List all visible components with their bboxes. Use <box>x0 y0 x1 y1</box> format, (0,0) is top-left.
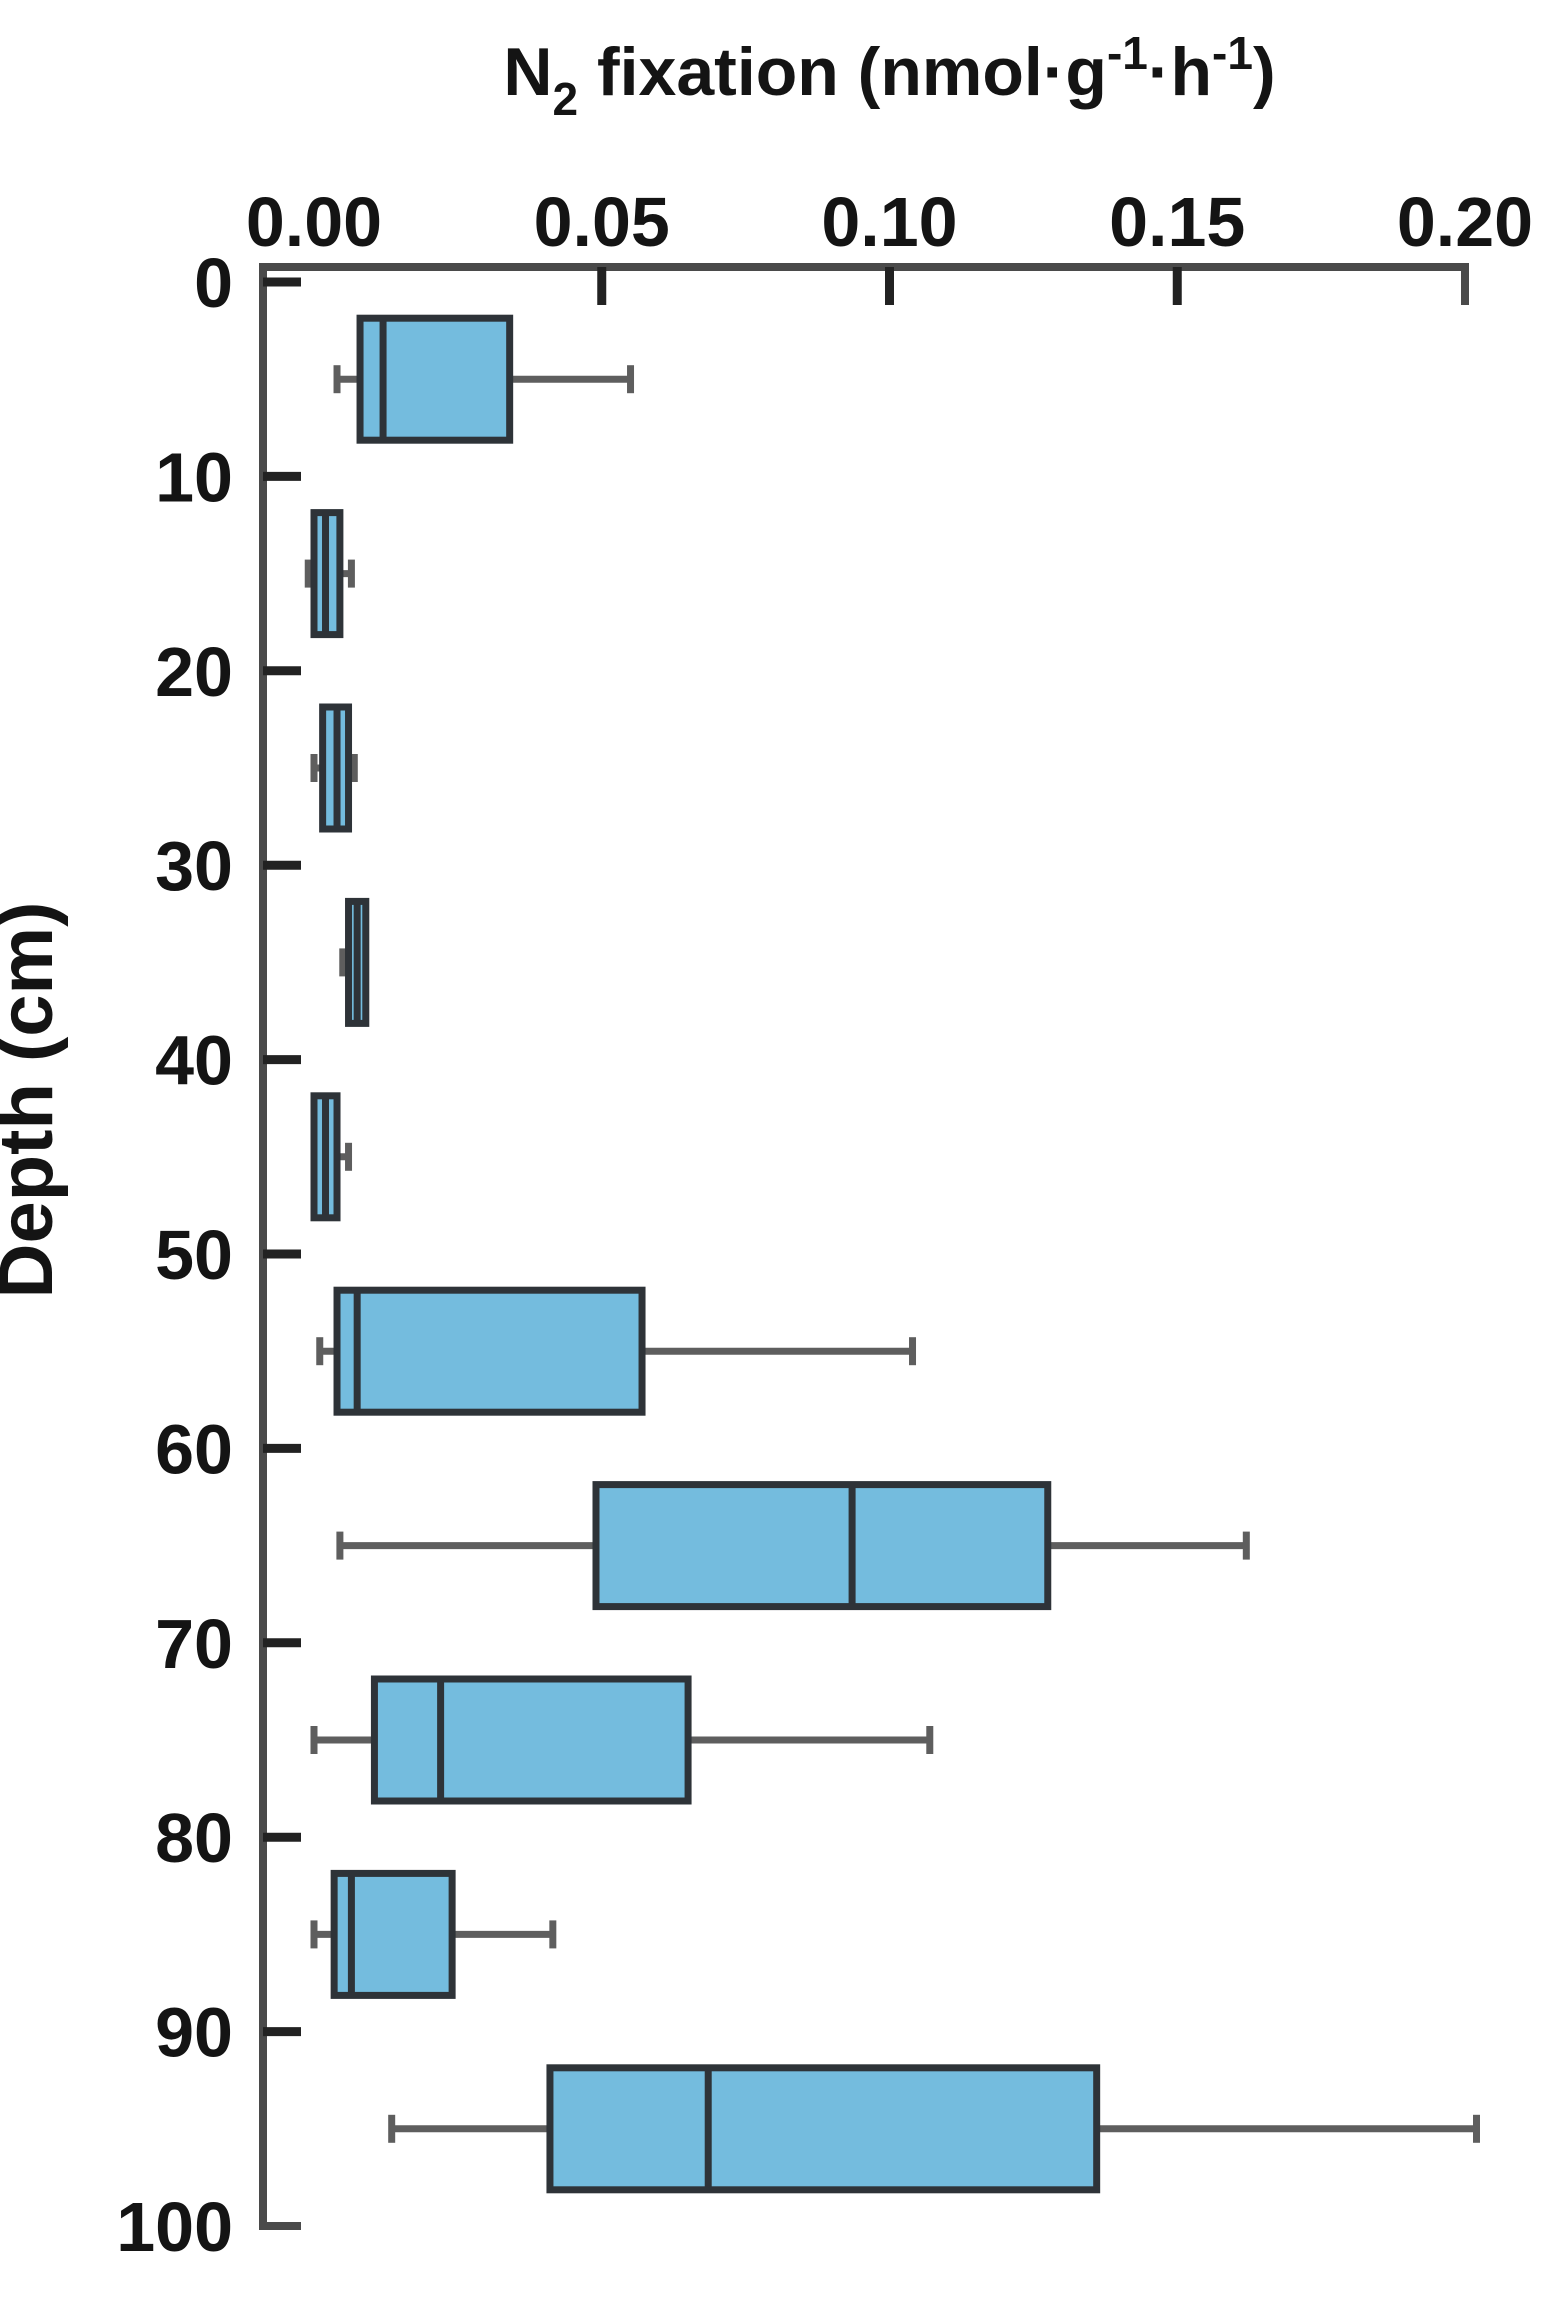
x-tick-label: 0.05 <box>534 183 670 261</box>
y-tick-label: 60 <box>155 1410 233 1488</box>
y-tick-label: 70 <box>155 1605 233 1683</box>
x-tick-label: 0.10 <box>821 183 957 261</box>
x-tick-label: 0.15 <box>1109 183 1245 261</box>
axis-frame <box>259 263 1469 2230</box>
y-axis-label: Depth (cm) <box>0 902 69 1299</box>
x-tick-label: 0.00 <box>246 183 382 261</box>
y-tick-label: 30 <box>155 827 233 905</box>
box-depth-65 <box>592 1481 1052 1611</box>
box-depth-95 <box>546 2064 1101 2194</box>
box-depth-75 <box>370 1675 692 1805</box>
y-tick-label: 90 <box>155 1994 233 2072</box>
y-tick-label: 80 <box>155 1799 233 1877</box>
y-tick-label: 10 <box>155 438 233 516</box>
box-depth-55 <box>333 1286 646 1416</box>
y-tick-label: 20 <box>155 633 233 711</box>
y-tick-label: 50 <box>155 1216 233 1294</box>
chart-title: N2 fixation (nmol·g-1·h-1) <box>503 27 1275 125</box>
x-tick-label: 0.20 <box>1397 183 1533 261</box>
y-tick-label: 100 <box>116 2188 233 2266</box>
y-tick-label: 0 <box>194 244 233 322</box>
y-tick-label: 40 <box>155 1022 233 1100</box>
